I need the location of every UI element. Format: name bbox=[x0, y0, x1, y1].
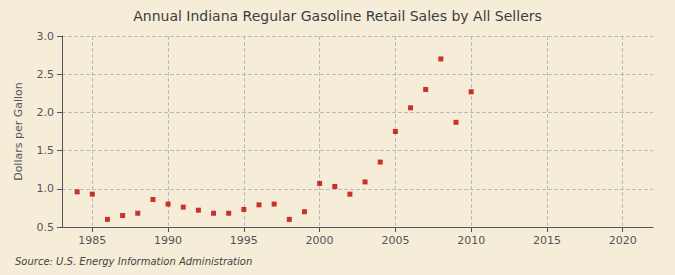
svg-text:2010: 2010 bbox=[457, 234, 485, 247]
svg-text:Dollars per Gallon: Dollars per Gallon bbox=[12, 82, 25, 181]
svg-text:1995: 1995 bbox=[230, 234, 258, 247]
svg-text:Source: U.S. Energy Informatio: Source: U.S. Energy Information Administ… bbox=[15, 256, 252, 267]
svg-text:2015: 2015 bbox=[533, 234, 561, 247]
svg-text:2.5: 2.5 bbox=[37, 68, 55, 81]
svg-text:1.5: 1.5 bbox=[37, 144, 55, 157]
svg-text:2.0: 2.0 bbox=[37, 106, 55, 119]
svg-text:0.5: 0.5 bbox=[37, 221, 55, 234]
svg-text:3.0: 3.0 bbox=[37, 30, 55, 43]
svg-text:Annual Indiana Regular Gasolin: Annual Indiana Regular Gasoline Retail S… bbox=[133, 8, 542, 24]
svg-text:1.0: 1.0 bbox=[37, 182, 55, 195]
svg-text:1990: 1990 bbox=[154, 234, 182, 247]
svg-text:2000: 2000 bbox=[306, 234, 334, 247]
svg-text:2005: 2005 bbox=[381, 234, 409, 247]
svg-text:2020: 2020 bbox=[609, 234, 637, 247]
svg-text:1985: 1985 bbox=[78, 234, 106, 247]
